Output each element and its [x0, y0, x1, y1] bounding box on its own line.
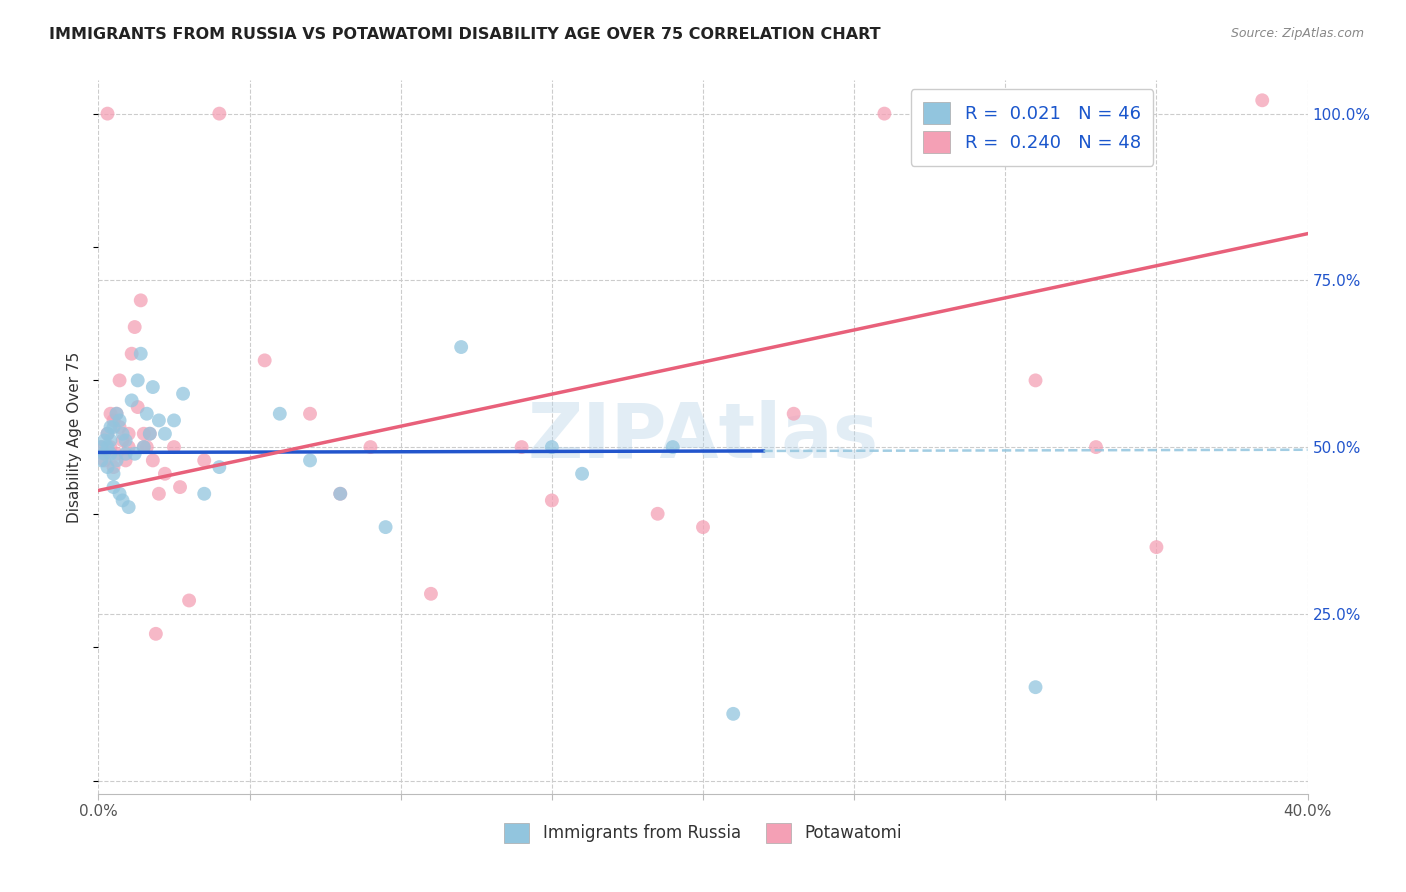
Point [783, 407, 806, 421]
Point [329, 487, 352, 501]
Point [540, 440, 562, 454]
Point [163, 413, 186, 427]
Point [103, 467, 125, 481]
Point [269, 407, 291, 421]
Point [93, 447, 115, 461]
Point [118, 500, 141, 515]
Point [132, 440, 155, 454]
Point [142, 453, 165, 467]
Point [96, 440, 118, 454]
Point [153, 467, 176, 481]
Point [420, 587, 443, 601]
Point [1024, 680, 1046, 694]
Point [129, 293, 152, 308]
Point [571, 467, 593, 481]
Legend: Immigrants from Russia, Potawatomi: Immigrants from Russia, Potawatomi [498, 816, 908, 850]
Point [124, 447, 146, 461]
Point [121, 393, 143, 408]
Point [111, 426, 134, 441]
Point [100, 407, 122, 421]
Point [100, 440, 122, 454]
Point [93, 434, 115, 448]
Point [873, 106, 896, 120]
Point [121, 347, 143, 361]
Y-axis label: Disability Age Over 75: Disability Age Over 75 [67, 351, 83, 523]
Point [103, 413, 125, 427]
Text: ZIPAtlas: ZIPAtlas [527, 401, 879, 474]
Point [139, 426, 162, 441]
Text: IMMIGRANTS FROM RUSSIA VS POTAWATOMI DISABILITY AGE OVER 75 CORRELATION CHART: IMMIGRANTS FROM RUSSIA VS POTAWATOMI DIS… [49, 27, 880, 42]
Point [374, 520, 396, 534]
Point [208, 106, 231, 120]
Point [129, 347, 152, 361]
Point [132, 440, 155, 454]
Point [1085, 440, 1108, 454]
Point [100, 420, 122, 434]
Point [127, 373, 149, 387]
Point [103, 420, 125, 434]
Point [127, 400, 149, 414]
Point [253, 353, 276, 368]
Point [135, 407, 157, 421]
Point [661, 440, 683, 454]
Point [193, 453, 215, 467]
Point [100, 434, 122, 448]
Point [299, 407, 322, 421]
Point [142, 380, 165, 394]
Point [1024, 373, 1046, 387]
Point [329, 487, 352, 501]
Point [163, 440, 186, 454]
Point [114, 447, 136, 461]
Point [135, 440, 157, 454]
Point [450, 340, 472, 354]
Point [96, 426, 118, 441]
Point [100, 447, 122, 461]
Point [105, 407, 128, 421]
Point [114, 453, 136, 467]
Point [118, 426, 141, 441]
Point [90, 440, 112, 454]
Point [114, 434, 136, 448]
Point [103, 460, 125, 475]
Point [193, 487, 215, 501]
Point [118, 440, 141, 454]
Point [172, 386, 194, 401]
Point [96, 426, 118, 441]
Point [145, 627, 167, 641]
Point [90, 440, 112, 454]
Point [105, 453, 128, 467]
Point [148, 413, 170, 427]
Point [139, 426, 162, 441]
Point [692, 520, 714, 534]
Point [208, 460, 231, 475]
Point [124, 320, 146, 334]
Point [148, 487, 170, 501]
Point [723, 706, 745, 721]
Point [105, 447, 128, 461]
Point [108, 413, 131, 427]
Point [179, 593, 201, 607]
Point [111, 434, 134, 448]
Point [540, 493, 562, 508]
Point [108, 420, 131, 434]
Point [360, 440, 382, 454]
Point [299, 453, 322, 467]
Point [93, 453, 115, 467]
Point [647, 507, 669, 521]
Point [132, 426, 155, 441]
Point [1251, 93, 1274, 107]
Point [105, 407, 128, 421]
Point [108, 373, 131, 387]
Point [108, 487, 131, 501]
Point [96, 460, 118, 475]
Point [103, 480, 125, 494]
Point [90, 453, 112, 467]
Text: Source: ZipAtlas.com: Source: ZipAtlas.com [1230, 27, 1364, 40]
Point [111, 493, 134, 508]
Point [1144, 540, 1167, 554]
Point [169, 480, 191, 494]
Point [96, 106, 118, 120]
Point [510, 440, 533, 454]
Point [153, 426, 176, 441]
